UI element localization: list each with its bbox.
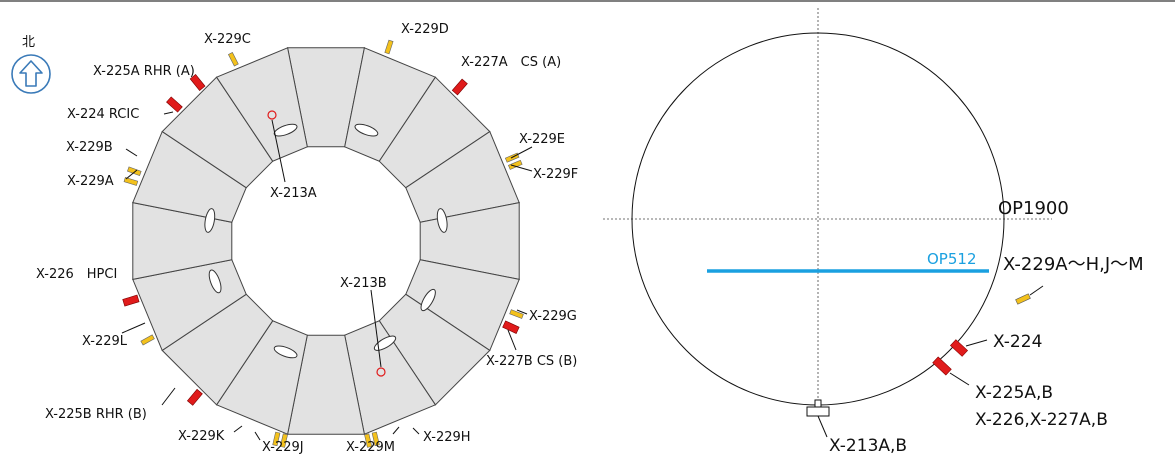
left-labels: X-229C X-229D X-225A RHR (A) X-227A CS (… <box>36 22 578 455</box>
penetration-x224 <box>166 96 183 113</box>
label-op1900: OP1900 <box>998 198 1069 219</box>
label-x229b: X-229B <box>66 140 113 155</box>
label-x225b: X-225B RHR (B) <box>45 407 147 422</box>
label-x213b: X-213B <box>340 276 387 291</box>
penetration-x227a <box>451 78 468 96</box>
penetration-x229g <box>509 309 524 319</box>
penetration-x229l <box>140 334 155 346</box>
right-leader-lines <box>817 285 1044 438</box>
label-x229g: X-229G <box>529 309 577 324</box>
vent-ellipse <box>204 208 216 233</box>
label-x213ab: X-213A,B <box>829 436 907 456</box>
pen-x229-group <box>1015 293 1031 305</box>
label-x229e: X-229E <box>519 132 565 147</box>
label-x226-x227: X-226,X-227A,B <box>975 410 1108 430</box>
torus-plan-view <box>122 39 524 448</box>
marker-x213b <box>376 367 386 377</box>
label-x229f: X-229F <box>533 167 578 182</box>
penetration-x225b <box>186 388 203 406</box>
vent-ellipse <box>373 335 397 351</box>
pen-x213ab <box>806 399 830 417</box>
penetration-x229c <box>227 52 239 67</box>
penetration-x225a <box>189 74 206 91</box>
vent-ellipse <box>208 269 222 294</box>
penetration-x229k <box>279 433 288 448</box>
penetration-x229a <box>127 166 142 176</box>
penetration-x227b <box>502 320 520 334</box>
label-x229k: X-229K <box>178 429 225 444</box>
penetration-x229b <box>123 177 139 186</box>
left-leader-lines <box>121 111 533 441</box>
label-x224: X-224 RCIC <box>67 107 139 122</box>
label-x227a: X-227A CS (A) <box>461 55 561 70</box>
vent-ellipse <box>420 288 436 312</box>
label-x229h: X-229H <box>423 430 471 445</box>
penetration-x229m <box>371 431 380 447</box>
label-x225ab: X-225A,B <box>975 383 1053 403</box>
marker-x213a <box>267 110 277 120</box>
pen-x225-x227 <box>932 356 952 376</box>
vent-ellipse <box>273 123 298 137</box>
label-x229-group: X-229A～H,J～M <box>1003 254 1144 275</box>
label-op512: OP512 <box>927 250 976 268</box>
penetration-x229k <box>272 431 281 447</box>
label-x229d: X-229D <box>401 22 449 37</box>
north-arrow-icon <box>19 60 43 87</box>
label-x229a: X-229A <box>67 174 114 189</box>
penetration-x229m <box>364 433 373 448</box>
label-x227b: X-227B CS (B) <box>486 354 577 369</box>
north-label: 北 <box>22 35 35 50</box>
vent-ellipse <box>436 208 448 233</box>
label-x225a: X-225A RHR (A) <box>93 64 195 79</box>
label-x229j: X-229J <box>262 440 304 455</box>
label-x229l: X-229L <box>82 334 128 349</box>
vent-ellipse <box>273 345 298 359</box>
cross-section-view: OP1900 OP512 X-229A～H,J～M X-224 X-225A,B… <box>603 8 1144 456</box>
vent-ellipse <box>354 123 379 137</box>
label-x229c: X-229C <box>204 32 251 47</box>
penetration-x226 <box>122 294 140 307</box>
label-x213a: X-213A <box>270 186 317 201</box>
label-x224-right: X-224 <box>993 332 1042 352</box>
label-x226: X-226 HPCI <box>36 267 117 282</box>
label-x229m: X-229M <box>346 440 395 455</box>
penetration-x229d <box>384 39 394 55</box>
north-indicator: 北 <box>11 35 51 94</box>
pen-x224 <box>949 339 969 357</box>
